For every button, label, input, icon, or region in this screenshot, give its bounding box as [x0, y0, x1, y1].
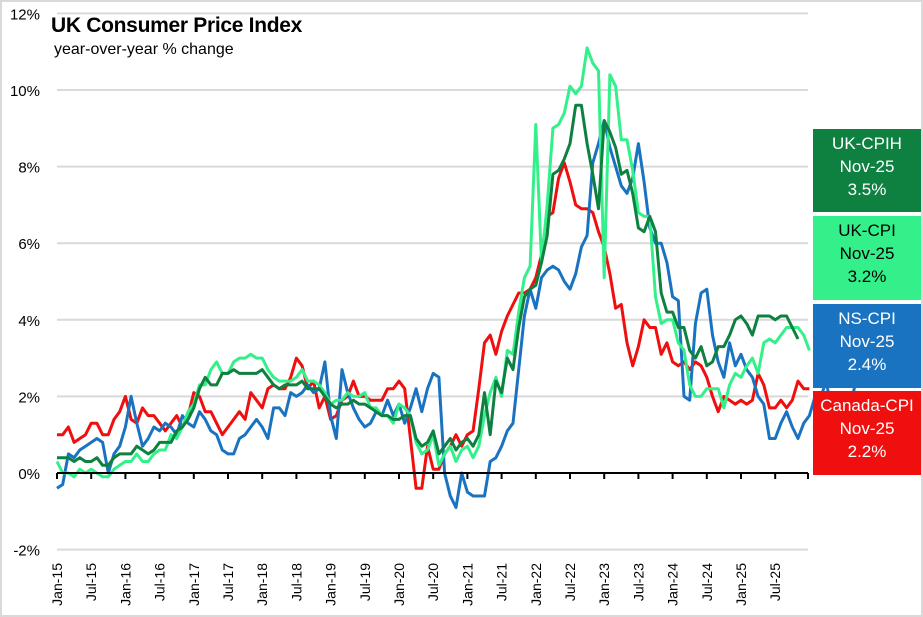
x-tick-label: Jul-21	[494, 563, 510, 601]
y-tick-label: 6%	[18, 236, 40, 253]
x-tick-label: Jul-16	[152, 563, 168, 601]
y-tick-label: 2%	[18, 389, 40, 406]
y-tick-label: 0%	[18, 466, 40, 483]
legend-uk-cpi: UK-CPI Nov-25 3.2%	[813, 216, 921, 300]
series-line-ns-cpi	[56, 119, 873, 509]
x-tick-label: Jul-23	[630, 563, 646, 601]
x-tick-label: Jul-18	[288, 563, 304, 601]
y-tick-label: -2%	[13, 543, 40, 560]
legend-label: NS-CPI	[838, 309, 896, 328]
legend-uk-cpih: UK-CPIH Nov-25 3.5%	[813, 129, 921, 212]
series-lines	[55, 46, 873, 509]
legend-date: Nov-25	[839, 419, 895, 438]
legend-date: Nov-25	[839, 157, 895, 176]
x-tick-label: Jan-20	[391, 563, 407, 606]
legend-label: UK-CPI	[838, 221, 896, 240]
legend-value: 2.4%	[847, 355, 887, 374]
y-tick-label: 10%	[10, 83, 40, 100]
legend-canada-cpi: Canada-CPI Nov-25 2.2%	[813, 391, 921, 475]
chart-subtitle: year-over-year % change	[54, 41, 234, 58]
legend-date: Nov-25	[839, 332, 895, 351]
legend-label: UK-CPIH	[832, 134, 902, 153]
y-tick-label: 4%	[18, 313, 40, 330]
x-tick-label: Jul-15	[83, 563, 99, 601]
x-tick-label: Jul-22	[562, 563, 578, 601]
y-axis-labels: -2% 0% 2% 4% 6% 8% 10% 12%	[10, 6, 40, 559]
x-tick-label: Jul-19	[357, 563, 373, 601]
x-tick-label: Jul-25	[767, 563, 783, 601]
legend-label: Canada-CPI	[820, 396, 914, 415]
y-tick-label: 8%	[18, 160, 40, 177]
x-tick-label: Jan-17	[186, 563, 202, 606]
x-tick-label: Jan-22	[528, 563, 544, 606]
x-tick-label: Jul-24	[699, 563, 715, 601]
chart-title: UK Consumer Price Index	[51, 14, 303, 37]
series-line-uk-cpi	[55, 46, 811, 479]
x-axis	[56, 472, 809, 479]
x-tick-label: Jan-25	[733, 563, 749, 606]
series-line-uk-cpih	[57, 103, 800, 467]
x-tick-label: Jan-16	[117, 563, 133, 606]
legend-value: 3.5%	[847, 180, 887, 199]
x-tick-label: Jul-20	[425, 563, 441, 601]
x-tick-label: Jul-17	[220, 563, 236, 601]
x-axis-labels: Jan-15 Jul-15 Jan-16 Jul-16 Jan-17 Jul-17 Jan-…	[49, 563, 783, 606]
x-tick-label: Jan-23	[596, 563, 612, 606]
legend-ns-cpi: NS-CPI Nov-25 2.4%	[813, 304, 921, 388]
legend-value: 2.2%	[847, 442, 887, 461]
x-tick-label: Jan-24	[665, 563, 681, 606]
legend-value: 3.2%	[847, 267, 887, 286]
x-tick-label: Jan-19	[323, 563, 339, 606]
x-tick-label: Jan-15	[49, 563, 65, 606]
legend-date: Nov-25	[839, 244, 895, 263]
x-tick-label: Jan-18	[254, 563, 270, 606]
x-tick-label: Jan-21	[459, 563, 475, 606]
y-tick-label: 12%	[10, 6, 40, 23]
